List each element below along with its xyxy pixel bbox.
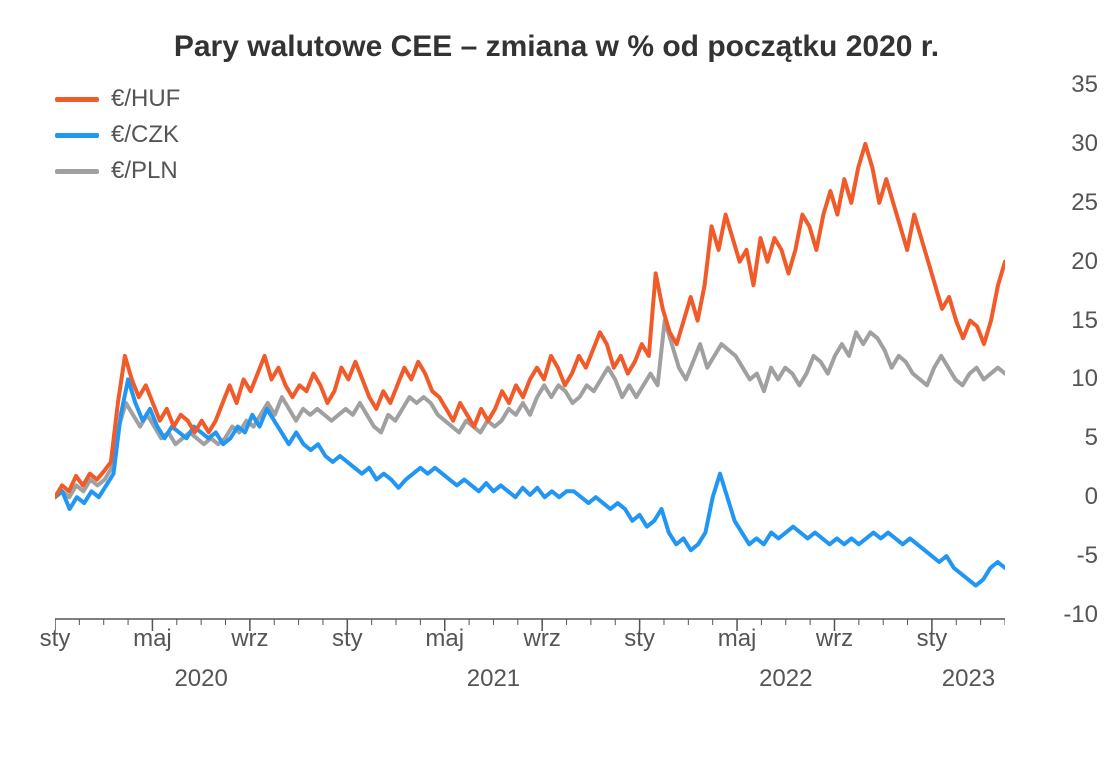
y-axis-label: 10: [1071, 365, 1098, 393]
x-month-label: maj: [425, 625, 464, 653]
chart-container: Pary walutowe CEE – zmiana w % od począt…: [0, 0, 1113, 768]
y-axis-label: 0: [1085, 483, 1098, 511]
chart-title: Pary walutowe CEE – zmiana w % od począt…: [30, 30, 1083, 64]
x-month-label: sty: [332, 625, 363, 653]
x-month-label: sty: [917, 625, 948, 653]
y-axis-label: 15: [1071, 307, 1098, 335]
y-axis-label: 30: [1071, 130, 1098, 158]
y-axis-label: 20: [1071, 248, 1098, 276]
y-axis-label: 35: [1071, 71, 1098, 99]
x-year-label: 2022: [759, 665, 812, 693]
plot-svg: [55, 85, 1005, 645]
x-month-label: sty: [40, 625, 71, 653]
x-month-label: wrz: [231, 625, 268, 653]
y-axis-label: 5: [1085, 424, 1098, 452]
x-year-label: 2021: [467, 665, 520, 693]
x-month-label: maj: [133, 625, 172, 653]
x-month-label: sty: [624, 625, 655, 653]
y-axis-label: -5: [1077, 542, 1098, 570]
y-axis-label: -10: [1063, 601, 1098, 629]
x-month-label: maj: [718, 625, 757, 653]
series-line: [55, 144, 1005, 497]
x-month-label: wrz: [524, 625, 561, 653]
x-year-label: 2023: [942, 665, 995, 693]
series-line: [55, 321, 1005, 498]
y-axis-label: 25: [1071, 189, 1098, 217]
plot-area: [55, 85, 1005, 615]
x-year-label: 2020: [174, 665, 227, 693]
x-month-label: wrz: [816, 625, 853, 653]
